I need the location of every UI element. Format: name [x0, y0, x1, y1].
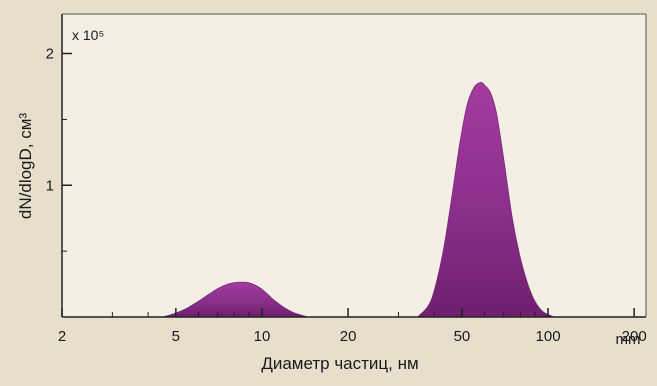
plot-area: [62, 14, 646, 317]
x-tick-label: 200: [622, 328, 647, 345]
y-tick-label: 2: [46, 46, 54, 63]
y-tick-label: 1: [46, 177, 54, 194]
x-unit-label: mm: [616, 331, 641, 348]
peak-area-1: [162, 281, 309, 318]
x-tick-label: 50: [454, 328, 471, 345]
y-axis-label: dN/dlogD, см³: [16, 113, 35, 220]
y-multiplier-label: x 10⁵: [72, 27, 104, 43]
x-tick-label: 100: [536, 328, 561, 345]
peak-area-2: [416, 82, 555, 318]
x-axis-label: Диаметр частиц, нм: [261, 354, 418, 373]
x-tick-label: 20: [340, 328, 357, 345]
x-tick-label: 10: [254, 328, 271, 345]
x-tick-label: 2: [58, 328, 66, 345]
x-tick-label: 5: [172, 328, 180, 345]
